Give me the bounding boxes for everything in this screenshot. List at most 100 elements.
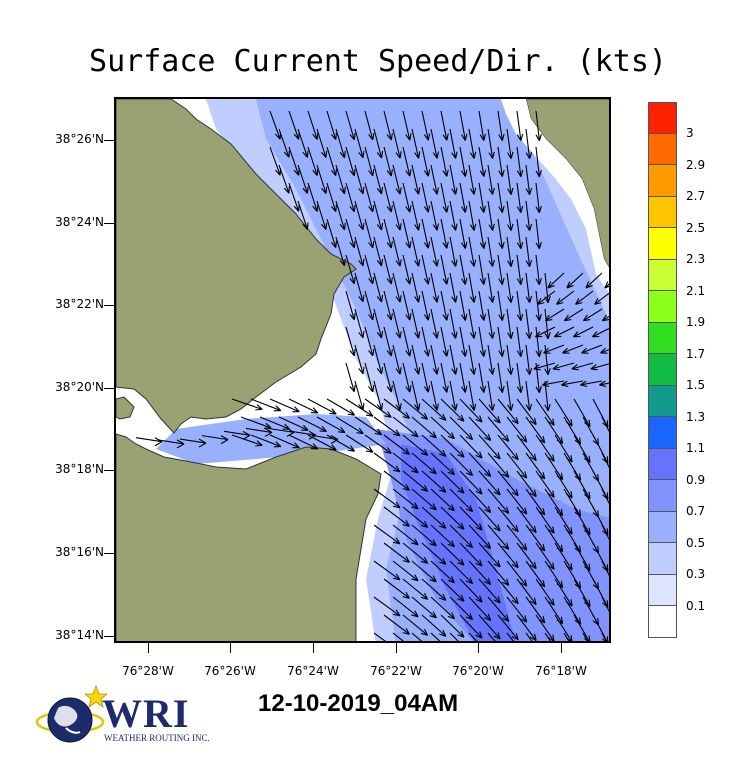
current-arrow: [566, 272, 584, 289]
current-arrow: [440, 542, 465, 566]
current-arrow: [459, 290, 468, 321]
current-arrow: [354, 416, 383, 436]
current-arrow: [497, 326, 505, 357]
current-arrow: [402, 290, 412, 321]
current-arrow: [354, 344, 365, 375]
current-arrow: [516, 290, 524, 322]
current-arrow: [497, 362, 505, 393]
current-arrow: [478, 182, 487, 213]
current-arrow: [411, 380, 421, 411]
current-arrow: [582, 632, 589, 641]
current-arrow: [506, 344, 514, 375]
current-shading-dark: [401, 444, 515, 641]
current-arrow: [601, 314, 609, 322]
current-arrow: [516, 434, 537, 462]
current-arrow: [506, 488, 528, 515]
current-arrow: [497, 578, 519, 605]
current-arrow: [392, 416, 419, 438]
lon-tick-label: 76°20'W: [452, 664, 504, 678]
current-arrow: [373, 128, 384, 159]
current-arrow: [516, 326, 524, 358]
legend-swatch: [648, 196, 677, 228]
current-arrow: [544, 308, 551, 340]
current-arrow: [544, 308, 565, 322]
current-arrow: [478, 614, 501, 640]
current-arrow: [402, 434, 429, 456]
current-arrow: [392, 236, 402, 267]
current-arrow: [430, 164, 440, 195]
current-arrow: [537, 290, 556, 305]
current-arrow: [402, 578, 429, 600]
current-arrow: [497, 218, 505, 249]
legend-swatch: [648, 228, 677, 260]
current-arrow: [392, 308, 402, 339]
legend-swatch: [648, 574, 677, 606]
lat-tick: [104, 470, 114, 471]
current-arrow: [345, 146, 356, 177]
current-arrow: [157, 439, 185, 449]
current-arrow: [421, 434, 447, 457]
current-arrow: [335, 200, 346, 231]
current-arrow: [535, 326, 542, 358]
current-arrow: [411, 596, 437, 619]
lat-tick-label: 38°18'N: [55, 462, 104, 476]
current-arrow: [421, 542, 447, 565]
current-arrow: [506, 524, 528, 551]
legend-swatch: [648, 543, 677, 575]
lon-tick: [313, 643, 314, 653]
current-arrow: [326, 110, 338, 141]
current-arrow: [345, 254, 356, 285]
current-arrow: [594, 292, 609, 305]
current-arrow: [364, 110, 375, 141]
lat-tick: [104, 305, 114, 306]
current-arrow: [373, 488, 401, 509]
legend-label: 1.1: [686, 441, 706, 455]
current-arrow: [580, 380, 603, 388]
current-arrow: [364, 362, 375, 393]
current-arrow: [468, 632, 478, 641]
current-arrow: [543, 344, 565, 354]
current-arrow: [402, 362, 412, 393]
current-arrow: [383, 254, 393, 285]
current-arrow: [459, 506, 483, 531]
current-arrow: [430, 452, 455, 476]
speed-legend: [648, 102, 677, 638]
current-map[interactable]: [114, 97, 611, 643]
current-arrow: [581, 344, 603, 354]
current-arrow: [497, 254, 505, 285]
current-arrow: [430, 128, 440, 159]
current-arrow: [440, 578, 465, 602]
current-arrow: [354, 128, 365, 159]
current-arrow: [544, 632, 551, 641]
current-arrow: [430, 344, 440, 375]
current-arrow: [459, 398, 483, 423]
current-arrow: [506, 380, 514, 411]
current-arrow: [449, 164, 458, 195]
current-arrow: [459, 614, 483, 639]
current-arrow: [591, 327, 609, 338]
current-arrow: [402, 542, 429, 564]
current-arrow: [449, 308, 458, 339]
current-arrow: [392, 128, 402, 159]
current-arrow: [506, 236, 514, 267]
current-arrow: [487, 164, 495, 195]
lat-tick-label: 38°16'N: [55, 545, 104, 559]
legend-label: 1.5: [686, 378, 706, 392]
current-arrow: [269, 398, 300, 413]
current-arrow: [297, 200, 309, 230]
current-arrow: [535, 254, 542, 286]
current-arrow: [487, 128, 495, 159]
current-arrow: [563, 632, 570, 641]
current-arrow: [535, 506, 555, 534]
current-arrow: [478, 506, 501, 532]
legend-swatch: [648, 606, 677, 638]
current-arrow: [585, 272, 603, 289]
logo-text: WRI: [102, 691, 190, 736]
current-arrow: [364, 182, 375, 213]
current-arrow: [316, 200, 328, 230]
current-arrow: [421, 506, 447, 529]
land-inlet-island: [116, 396, 135, 420]
lon-tick: [148, 643, 149, 653]
current-arrow: [440, 398, 465, 422]
current-arrow: [421, 614, 447, 637]
